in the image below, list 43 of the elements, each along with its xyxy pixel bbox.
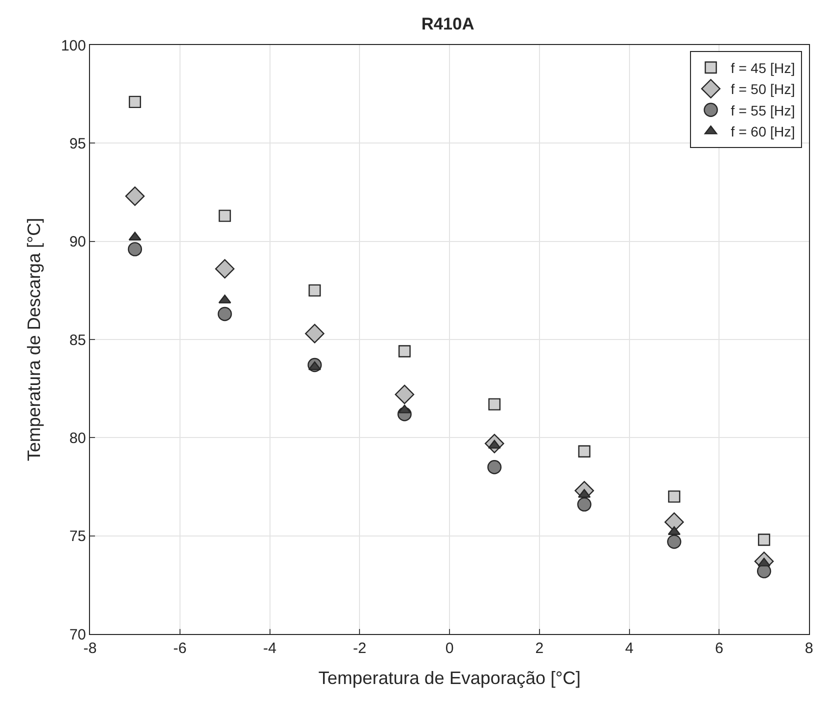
y-axis-title: Temperatura de Descarga [°C] bbox=[24, 218, 44, 462]
x-tick-label: 6 bbox=[714, 640, 724, 657]
x-tick-label: 4 bbox=[625, 640, 634, 657]
y-tick-label: 100 bbox=[60, 37, 86, 54]
point bbox=[218, 306, 232, 322]
x-tick-label: 2 bbox=[535, 640, 544, 657]
point bbox=[758, 534, 770, 546]
legend-label: f = 50 [Hz] bbox=[730, 81, 796, 98]
point bbox=[128, 242, 142, 256]
y-tick-label: 70 bbox=[69, 626, 86, 644]
y-tick-label: 95 bbox=[69, 135, 86, 152]
point bbox=[668, 526, 681, 536]
point bbox=[488, 398, 501, 410]
y-tick-label: 85 bbox=[69, 332, 86, 349]
point bbox=[577, 497, 592, 512]
x-tick-label: -8 bbox=[83, 640, 97, 657]
point bbox=[215, 259, 235, 279]
x-tick-label: -6 bbox=[173, 640, 187, 657]
x-tick-label: 8 bbox=[804, 640, 814, 657]
legend-label: f = 60 [Hz] bbox=[730, 124, 796, 140]
point bbox=[398, 345, 411, 358]
point bbox=[304, 324, 324, 344]
point bbox=[667, 534, 682, 549]
point bbox=[128, 96, 142, 108]
legend-label: f = 55 [Hz] bbox=[730, 102, 796, 118]
x-tick-label: 0 bbox=[445, 640, 454, 657]
legend-label: f = 45 [Hz] bbox=[730, 60, 796, 76]
x-tick-label: -2 bbox=[352, 640, 366, 657]
y-tick-label: 75 bbox=[69, 528, 86, 546]
x-tick-label: -4 bbox=[263, 640, 276, 657]
point bbox=[668, 490, 680, 503]
point bbox=[394, 384, 414, 404]
chart-title: R410A bbox=[421, 14, 474, 34]
point bbox=[125, 186, 145, 206]
point bbox=[487, 460, 502, 474]
point bbox=[308, 361, 322, 370]
point bbox=[218, 210, 231, 222]
y-tick-label: 90 bbox=[69, 234, 86, 251]
y-tick-label: 80 bbox=[69, 430, 86, 447]
point bbox=[128, 232, 142, 241]
point bbox=[578, 445, 590, 458]
point bbox=[308, 284, 321, 297]
x-axis-title: Temperatura de Evaporação [°C] bbox=[318, 668, 581, 688]
